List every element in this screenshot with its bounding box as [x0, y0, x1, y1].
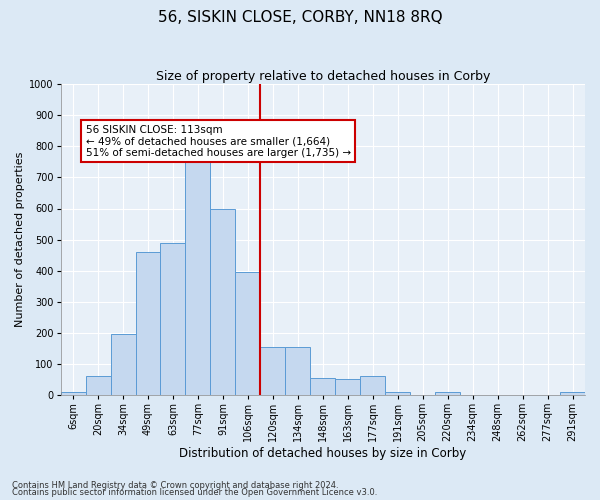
Bar — [286, 347, 310, 395]
Title: Size of property relative to detached houses in Corby: Size of property relative to detached ho… — [155, 70, 490, 83]
Bar — [435, 392, 460, 395]
Text: 56, SISKIN CLOSE, CORBY, NN18 8RQ: 56, SISKIN CLOSE, CORBY, NN18 8RQ — [158, 10, 442, 25]
Bar — [360, 376, 385, 395]
Bar — [86, 376, 110, 395]
Bar — [160, 242, 185, 395]
Bar — [211, 208, 235, 395]
Text: 56 SISKIN CLOSE: 113sqm
← 49% of detached houses are smaller (1,664)
51% of semi: 56 SISKIN CLOSE: 113sqm ← 49% of detache… — [86, 124, 351, 158]
Bar — [185, 159, 211, 395]
Bar — [310, 378, 335, 395]
Bar — [61, 392, 86, 395]
Bar — [385, 392, 410, 395]
Bar — [560, 392, 585, 395]
Bar — [335, 380, 360, 395]
Bar — [110, 334, 136, 395]
X-axis label: Distribution of detached houses by size in Corby: Distribution of detached houses by size … — [179, 447, 466, 460]
Y-axis label: Number of detached properties: Number of detached properties — [15, 152, 25, 328]
Bar — [136, 252, 160, 395]
Bar — [260, 347, 286, 395]
Text: Contains HM Land Registry data © Crown copyright and database right 2024.: Contains HM Land Registry data © Crown c… — [12, 480, 338, 490]
Bar — [235, 272, 260, 395]
Text: Contains public sector information licensed under the Open Government Licence v3: Contains public sector information licen… — [12, 488, 377, 497]
